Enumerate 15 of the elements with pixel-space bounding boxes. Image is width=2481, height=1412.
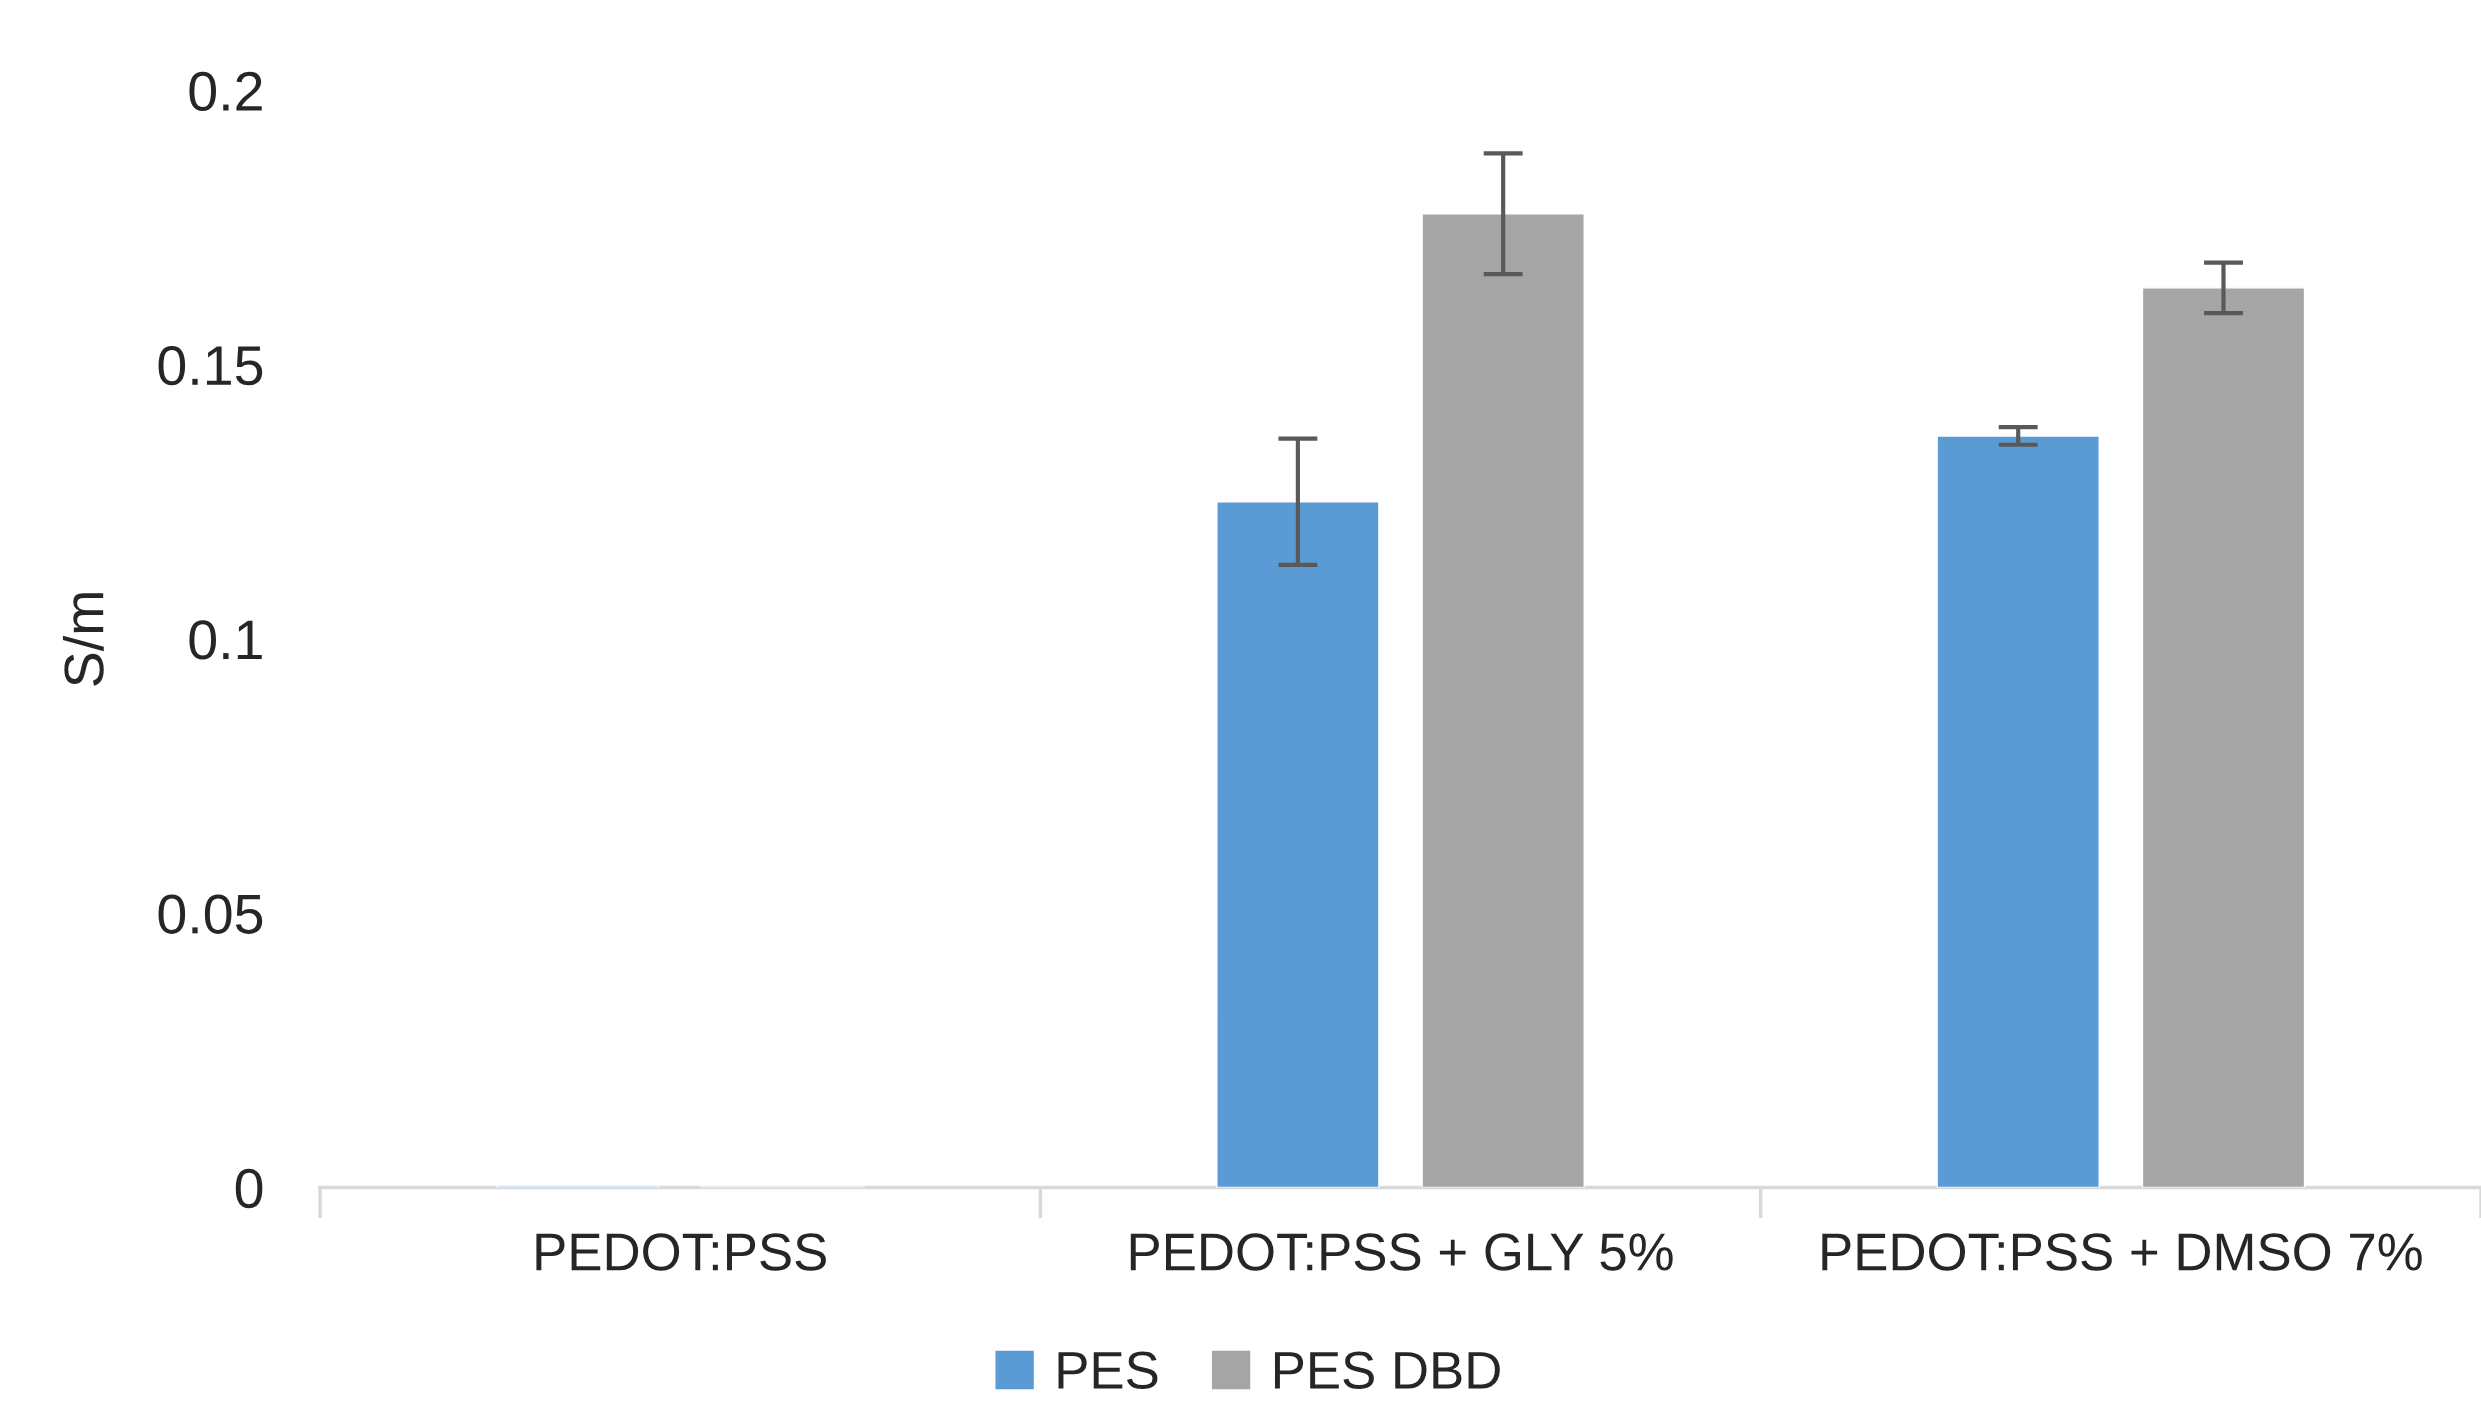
y-axis-title: S/m [62, 593, 104, 686]
y-tick-label: 0.05 [158, 894, 263, 934]
x-tick-label: PEDOT:PSS [536, 1233, 826, 1271]
bar [1216, 501, 1380, 1188]
legend-label: PES DBD [1274, 1351, 1500, 1389]
x-tick-label: PEDOT:PSS + GLY 5% [1130, 1233, 1673, 1271]
y-tick-label: 0.15 [158, 345, 263, 386]
y-tick-label: 0.1 [189, 620, 262, 660]
bar [1421, 213, 1585, 1188]
y-tick-label: 0 [235, 1168, 263, 1209]
bar [1936, 435, 2100, 1188]
x-tick-label: PEDOT:PSS + DMSO 7% [1822, 1233, 2422, 1271]
legend-label: PES [1058, 1351, 1158, 1389]
bar [2141, 287, 2306, 1188]
y-tick-label: 0.2 [189, 71, 262, 112]
